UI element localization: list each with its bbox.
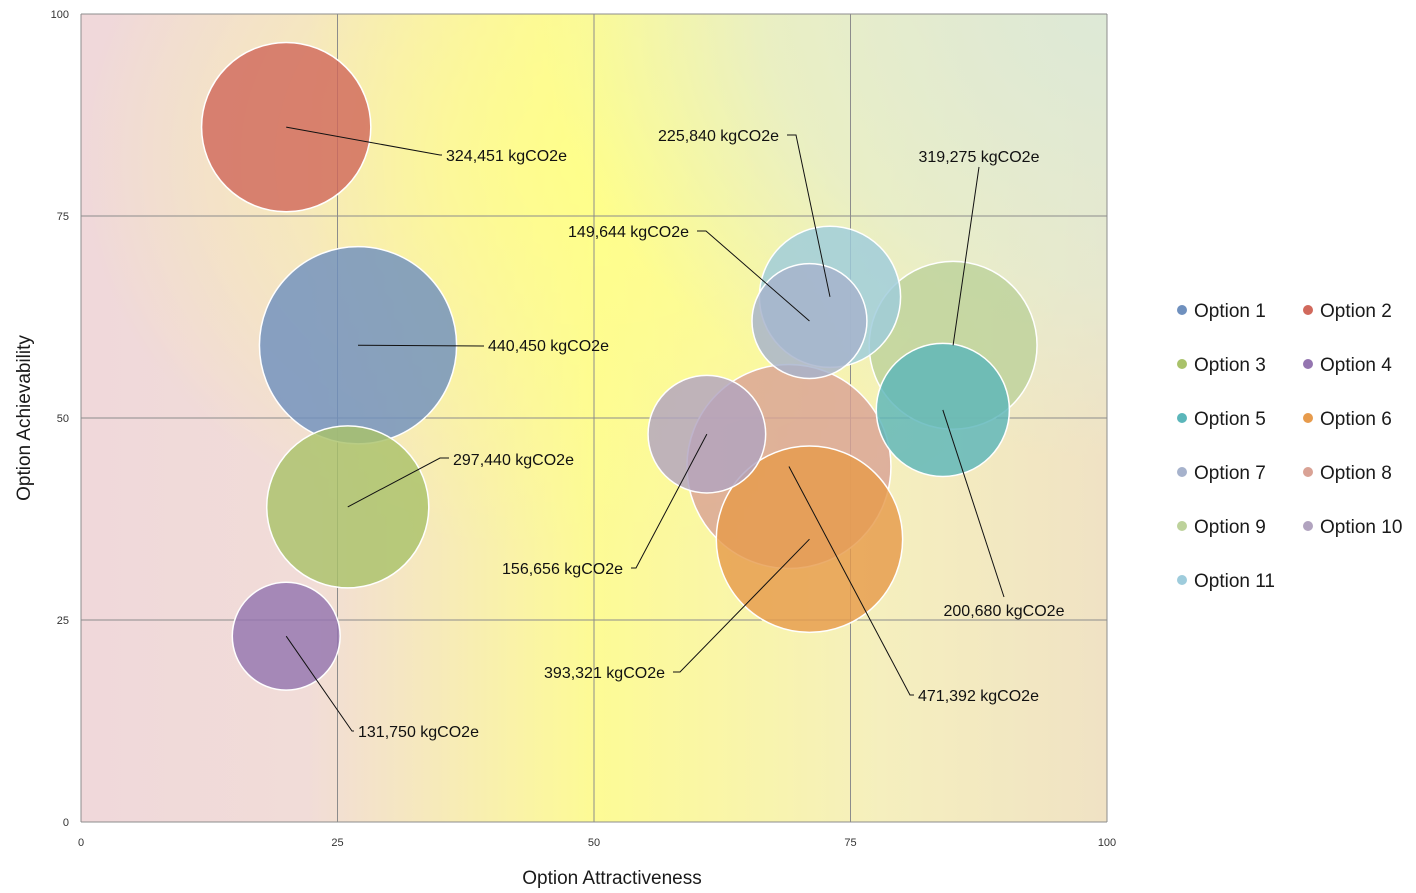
leader-line <box>787 134 831 297</box>
legend: Option 1 Option 2 Option 3 Option 4 Option 5… <box>1177 301 1402 592</box>
leader-line <box>952 166 980 346</box>
data-label: 131,750 kgCO2e <box>358 724 479 741</box>
x-axis-title: Option Attractiveness <box>522 868 702 889</box>
legend-marker <box>1177 575 1187 585</box>
x-tick-label: 100 <box>1098 837 1116 849</box>
data-label: 200,680 kgCO2e <box>944 603 1065 620</box>
legend-marker <box>1177 305 1187 315</box>
leader-line <box>697 230 810 322</box>
data-label: 225,840 kgCO2e <box>658 128 779 145</box>
legend-marker <box>1303 413 1313 423</box>
legend-label: Option 6 <box>1320 409 1392 430</box>
legend-label: Option 11 <box>1194 571 1275 592</box>
bubble-option-7 <box>751 262 868 380</box>
data-label: 149,644 kgCO2e <box>568 224 689 241</box>
leader-line <box>347 457 449 508</box>
legend-label: Option 4 <box>1320 355 1392 376</box>
data-label: 324,451 kgCO2e <box>446 148 567 165</box>
leader-lines <box>285 126 1005 732</box>
data-label: 319,275 kgCO2e <box>919 149 1040 166</box>
legend-label: Option 5 <box>1194 409 1266 430</box>
legend-marker <box>1177 359 1187 369</box>
legend-marker <box>1177 467 1187 477</box>
data-label: 440,450 kgCO2e <box>488 338 609 355</box>
data-label: 393,321 kgCO2e <box>544 665 665 682</box>
data-label: 471,392 kgCO2e <box>918 688 1039 705</box>
legend-label: Option 7 <box>1194 463 1266 484</box>
legend-label: Option 1 <box>1194 301 1266 322</box>
axis-ticks: 0 25 50 75 100 0 25 50 75 100 <box>51 9 1117 849</box>
x-tick-label: 75 <box>844 837 856 849</box>
x-tick-label: 0 <box>78 837 84 849</box>
legend-marker <box>1303 467 1313 477</box>
leader-line <box>942 409 1005 598</box>
legend-label: Option 10 <box>1320 517 1402 538</box>
y-tick-label: 0 <box>63 817 69 829</box>
legend-marker <box>1303 521 1313 531</box>
leader-line <box>673 538 810 673</box>
legend-marker <box>1303 305 1313 315</box>
leader-line <box>285 635 354 732</box>
legend-label: Option 8 <box>1320 463 1392 484</box>
y-tick-label: 100 <box>51 9 69 21</box>
x-tick-label: 25 <box>331 837 343 849</box>
leader-line <box>788 466 914 696</box>
legend-label: Option 3 <box>1194 355 1266 376</box>
legend-label: Option 9 <box>1194 517 1266 538</box>
legend-marker <box>1177 521 1187 531</box>
legend-marker <box>1177 413 1187 423</box>
legend-marker <box>1303 359 1313 369</box>
data-label: 297,440 kgCO2e <box>453 452 574 469</box>
y-tick-label: 25 <box>57 615 69 627</box>
leader-line <box>631 433 708 569</box>
y-axis-title: Option Achievability <box>14 335 35 501</box>
data-label: 156,656 kgCO2e <box>502 561 623 578</box>
leader-line <box>358 344 484 347</box>
data-labels: 440,450 kgCO2e 324,451 kgCO2e 297,440 kgCO… <box>358 128 1065 741</box>
y-tick-label: 50 <box>57 413 69 425</box>
x-tick-label: 50 <box>588 837 600 849</box>
leader-line <box>286 126 442 156</box>
bubble-option-10 <box>647 374 767 494</box>
legend-label: Option 2 <box>1320 301 1392 322</box>
y-tick-label: 75 <box>57 211 69 223</box>
